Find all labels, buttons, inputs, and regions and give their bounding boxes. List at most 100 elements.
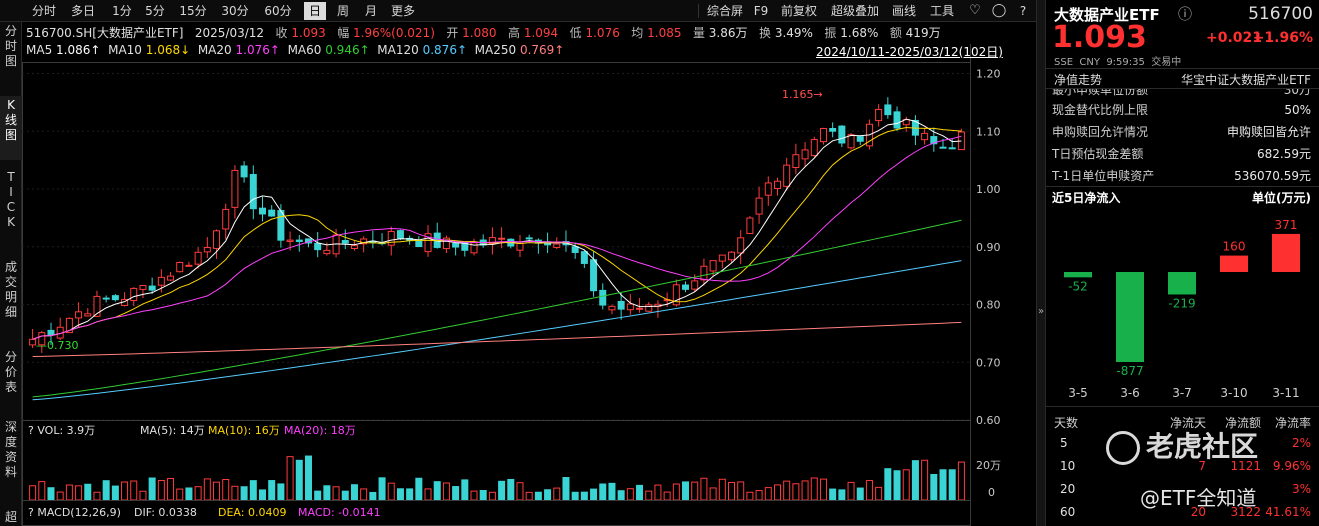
- volume-bar: [599, 483, 607, 501]
- period-more[interactable]: 更多: [390, 4, 415, 18]
- info-row-unit-asset: T-1日单位申赎资产 536070.59元: [1052, 165, 1311, 187]
- inflow-bar: [1168, 272, 1196, 295]
- f9-button[interactable]: F9: [753, 4, 769, 18]
- inflow-bar: [1116, 272, 1144, 362]
- candle-body: [231, 169, 239, 208]
- info-key: T-1日单位申赎资产: [1052, 169, 1155, 183]
- draw-line-button[interactable]: 画线: [891, 4, 916, 18]
- candle-body: [442, 237, 450, 250]
- info-row-subscription: 申购赎回允许情况 申购赎回皆允许: [1052, 121, 1311, 143]
- price-axis-label: 1.20: [976, 68, 1001, 81]
- candle-body: [893, 111, 901, 129]
- volume-bar: [893, 470, 901, 501]
- date-range-label[interactable]: 2024/10/11-2025/03/12(102日): [816, 45, 1003, 59]
- price-axis-label: 1.00: [976, 183, 1001, 196]
- ma5-line: [32, 118, 962, 340]
- inflow-category-label: 3-6: [1120, 386, 1140, 400]
- period-15min[interactable]: 15分: [179, 4, 207, 18]
- volume-bar: [213, 481, 221, 501]
- kline-chart-area: 1.20 1.10 1.00 0.90 0.80 0.70 0.60 1.165→ —0.730…: [22, 22, 1036, 526]
- candle-body: [350, 245, 358, 250]
- candle-body: [718, 254, 726, 262]
- tab-super[interactable]: 超: [4, 510, 17, 524]
- volume-bar: [939, 469, 947, 501]
- candle-body: [29, 338, 37, 346]
- low-annotation: —0.730: [36, 339, 79, 352]
- candle-body: [939, 146, 947, 149]
- info-circle-icon[interactable]: ⓘ: [1178, 7, 1192, 23]
- period-week[interactable]: 周: [336, 4, 349, 18]
- heart-icon[interactable]: ♡: [969, 3, 981, 18]
- volume-bar: [479, 489, 487, 501]
- candle-body: [801, 149, 809, 160]
- volume-bar: [819, 478, 827, 501]
- volume-bar: [544, 489, 552, 501]
- period-month[interactable]: 月: [364, 4, 377, 18]
- kline-chart[interactable]: 1.20 1.10 1.00 0.90 0.80 0.70 0.60 1.165→ —0.730…: [22, 22, 1036, 526]
- net-inflow-chart: -52 3-5 -877 3-6 -219 3-7 160 3-10 371 3-11: [1064, 218, 1300, 400]
- candle-body: [728, 251, 735, 261]
- period-60min[interactable]: 60分: [264, 4, 292, 18]
- circle-icon[interactable]: ◯: [991, 3, 1007, 18]
- period-5min[interactable]: 5分: [145, 4, 165, 18]
- period-30min[interactable]: 30分: [221, 4, 249, 18]
- ma-legend-line: MA5 1.086↑ MA10 1.068↓ MA20 1.076↑ MA60 …: [26, 43, 564, 57]
- macd-dif: DIF: 0.0338: [134, 506, 197, 519]
- volume-bar: [350, 484, 358, 501]
- tab-price-table[interactable]: 分价表: [4, 350, 17, 394]
- table-row-flow-rate: 3%: [1291, 482, 1311, 496]
- volume-bar: [56, 491, 64, 501]
- volume-bar: [865, 480, 873, 501]
- nav-trend-tab[interactable]: 净值走势: [1054, 73, 1103, 87]
- candle-body: [856, 136, 864, 142]
- volume-bar: [902, 469, 910, 501]
- volume-bar: [130, 480, 138, 501]
- volume-bar: [249, 480, 257, 501]
- tab-depth-data[interactable]: 深度资料: [4, 420, 17, 479]
- volume-bar: [102, 480, 110, 501]
- candle-body: [709, 260, 717, 272]
- volume-bar: [65, 484, 73, 501]
- table-row-days: 10: [1060, 459, 1076, 473]
- volume-bar: [424, 488, 432, 501]
- volume-bar: [626, 488, 634, 501]
- volume-bar: [231, 485, 239, 501]
- period-day[interactable]: 日: [304, 2, 326, 20]
- period-timeshare[interactable]: 分时: [31, 4, 56, 18]
- volume-bar: [415, 477, 423, 501]
- tab-trade-detail[interactable]: 成交明细: [4, 260, 17, 319]
- tab-timeshare[interactable]: 分时图: [4, 24, 17, 68]
- tools-button[interactable]: 工具: [929, 4, 954, 18]
- period-toolbar: 分时 多日 1分 5分 15分 30分 60分 日 周 月 更多 综合屏 F9 …: [0, 0, 1036, 22]
- volume-bar: [737, 481, 745, 501]
- volume-bar: [111, 485, 119, 501]
- forward-adjust-button[interactable]: 前复权: [780, 4, 817, 18]
- composite-screen-button[interactable]: 综合屏: [706, 4, 743, 18]
- amplitude-label: 振: [824, 26, 837, 40]
- help-icon[interactable]: ?: [1019, 4, 1027, 18]
- candle-body: [111, 295, 119, 301]
- volume-bar: [682, 481, 690, 501]
- volume-bar: [571, 491, 579, 501]
- candle-body: [277, 210, 285, 241]
- candle-body: [84, 313, 92, 317]
- inflow-category-label: 3-7: [1172, 386, 1192, 400]
- candle-body: [102, 297, 110, 300]
- ma20-value: 1.076↑: [235, 43, 280, 57]
- info-key: 现金替代比例上限: [1052, 103, 1149, 117]
- volume-bar: [663, 491, 671, 501]
- period-1min[interactable]: 1分: [112, 4, 132, 18]
- super-overlay-button[interactable]: 超级叠加: [830, 4, 879, 18]
- inflow-value-label: 160: [1223, 240, 1246, 254]
- period-multiday[interactable]: 多日: [70, 4, 95, 18]
- ma120-line: [32, 260, 962, 401]
- candle-body: [755, 197, 763, 215]
- ma120-label: MA120: [377, 43, 419, 57]
- volume-bar: [645, 490, 653, 501]
- panel-collapse-bar[interactable]: »: [1036, 0, 1046, 526]
- volume-bar: [829, 488, 837, 501]
- volume-bar: [157, 480, 165, 501]
